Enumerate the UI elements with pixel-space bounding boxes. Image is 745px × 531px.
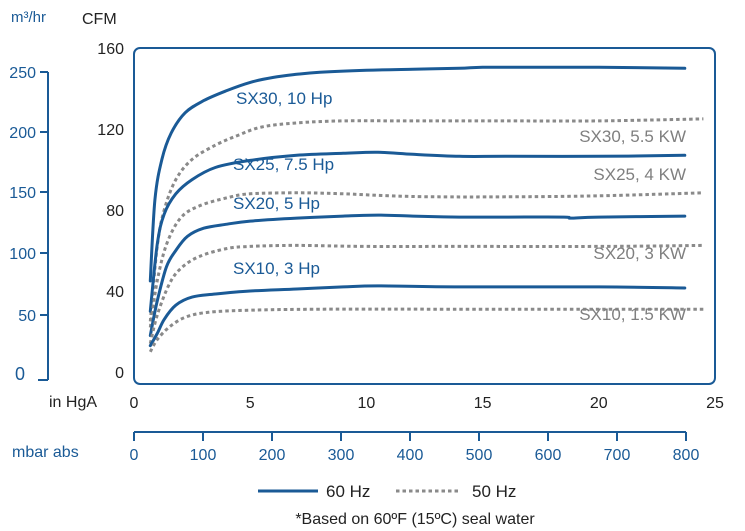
mbar-tick-label: 200 xyxy=(259,447,286,464)
series-label-sx30-5-5-kw: SX30, 5.5 KW xyxy=(579,127,686,146)
inhga-tick-label: 0 xyxy=(130,395,139,412)
inhga-tick-group: 0 5 10 15 20 25 xyxy=(130,395,724,412)
m3hr-tick-label: 200 xyxy=(9,125,36,142)
series-line-sx25-4-kw xyxy=(148,191,704,328)
m3hr-tick-label: 50 xyxy=(18,308,36,325)
series-label-sx10-3-hp: SX10, 3 Hp xyxy=(233,259,320,278)
cfm-tick-label: 160 xyxy=(97,41,124,58)
mbar-tick-label: 500 xyxy=(466,447,493,464)
inhga-axis-label: in HgA xyxy=(49,394,97,411)
mbar-tick-label: 300 xyxy=(328,447,355,464)
mbar-tick-label: 400 xyxy=(397,447,424,464)
series-line-sx10-3-hp xyxy=(148,284,687,348)
m3hr-tick-label: 0 xyxy=(15,364,25,384)
legend: 60 Hz 50 Hz xyxy=(258,482,516,501)
series-line-sx30-5-5-kw xyxy=(148,117,704,322)
m3hr-tick-group: 0 50 100 150 200 250 xyxy=(9,65,48,384)
series-label-sx25-4-kw: SX25, 4 KW xyxy=(593,165,686,184)
series-line-sx20-3-kw xyxy=(148,243,704,344)
cfm-unit-label: CFM xyxy=(82,11,117,28)
cfm-tick-group: 0 40 80 120 160 xyxy=(97,41,124,382)
inhga-tick-label: 15 xyxy=(474,395,492,412)
series-label-sx10-1-5-kw: SX10, 1.5 KW xyxy=(579,305,686,324)
m3hr-tick-label: 150 xyxy=(9,185,36,202)
mbar-axis-label: mbar abs xyxy=(12,444,79,461)
series-group xyxy=(148,65,704,353)
m3hr-tick-label: 100 xyxy=(9,246,36,263)
series-line-sx20-5-hp xyxy=(148,213,687,338)
series-label-sx20-3-kw: SX20, 3 KW xyxy=(593,244,686,263)
m3hr-tick-label: 250 xyxy=(9,65,36,82)
series-line-sx30-10-hp xyxy=(148,65,687,283)
cfm-tick-label: 120 xyxy=(97,122,124,139)
series-label-sx30-10-hp: SX30, 10 Hp xyxy=(236,89,332,108)
series-line-sx25-7-5-hp xyxy=(148,150,687,313)
series-line-sx10-1-5-kw xyxy=(148,307,704,353)
footnote: *Based on 60ºF (15ºC) seal water xyxy=(295,511,535,528)
plot-frame xyxy=(133,47,716,385)
cfm-tick-label: 40 xyxy=(106,284,124,301)
cfm-tick-label: 0 xyxy=(115,365,124,382)
inhga-tick-label: 20 xyxy=(590,395,608,412)
mbar-tick-label: 100 xyxy=(190,447,217,464)
inhga-tick-label: 5 xyxy=(246,395,255,412)
mbar-tick-label: 600 xyxy=(535,447,562,464)
series-label-group: SX30, 10 Hp SX30, 5.5 KW SX25, 7.5 Hp SX25,… xyxy=(233,89,686,324)
mbar-tick-label: 800 xyxy=(673,447,700,464)
mbar-tick-group: 0 100 200 300 400 500 600 700 800 xyxy=(130,432,700,464)
cfm-tick-label: 80 xyxy=(106,203,124,220)
mbar-tick-label: 0 xyxy=(130,447,139,464)
series-label-sx20-5-hp: SX20, 5 Hp xyxy=(233,194,320,213)
series-label-sx25-7-5-hp: SX25, 7.5 Hp xyxy=(233,155,334,174)
inhga-tick-label: 10 xyxy=(358,395,376,412)
inhga-tick-label: 25 xyxy=(706,395,724,412)
legend-60hz-label: 60 Hz xyxy=(326,482,370,501)
mbar-tick-label: 700 xyxy=(604,447,631,464)
legend-50hz-label: 50 Hz xyxy=(472,482,516,501)
m3hr-unit-label: m³/hr xyxy=(11,9,46,26)
